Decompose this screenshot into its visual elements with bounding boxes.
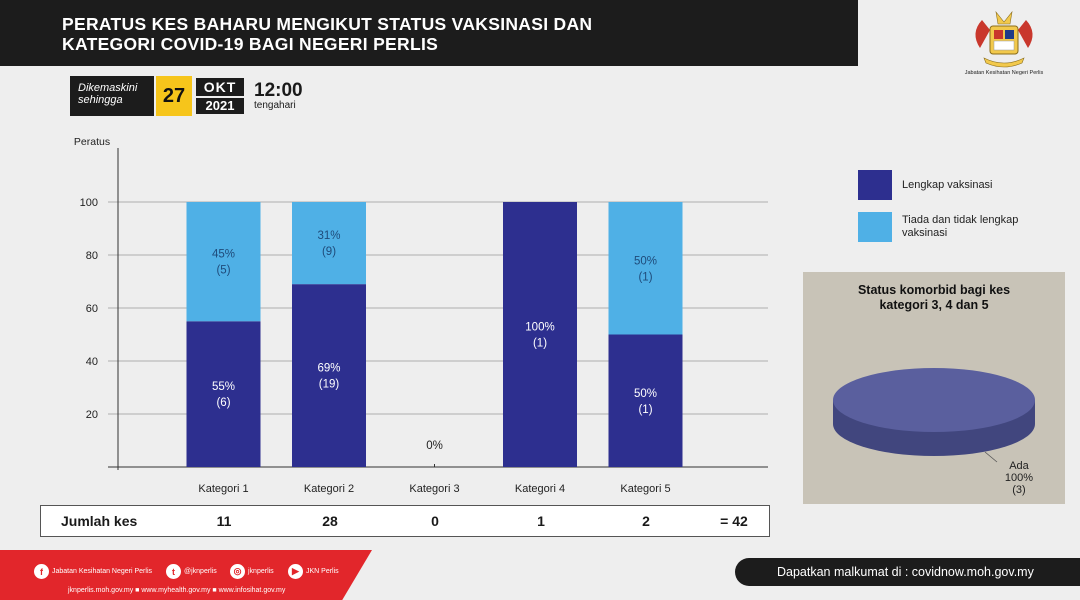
youtube-icon: ▶ [288, 564, 303, 579]
footer-info-link[interactable]: Dapatkan malkumat di : covidnow.moh.gov.… [735, 558, 1080, 586]
bar-incomplete-2 [292, 202, 366, 285]
footer-instagram[interactable]: ◎ jknperlis [230, 564, 274, 579]
page-title: PERATUS KES BAHARU MENGIKUT STATUS VAKSI… [62, 14, 592, 54]
update-date-box: Dikemaskini sehingga 27 OKT 2021 12:00 t… [70, 76, 303, 116]
legend-label-complete: Lengkap vaksinasi [902, 179, 993, 191]
pie-slice-label: Ada 100% (3) [1004, 460, 1034, 496]
chart-legend: Lengkap vaksinasi Tiada dan tidak lengka… [858, 170, 1058, 254]
data-label-0-4: 100% [525, 322, 554, 334]
data-label-1-5: 50% [634, 255, 657, 267]
data-count-0-4: (1) [533, 338, 547, 350]
update-time: 12:00 tengahari [254, 81, 303, 111]
legend-item-complete: Lengkap vaksinasi [858, 170, 1058, 200]
x-tick-label-5: Kategori 5 [620, 483, 670, 495]
updated-label: Dikemaskini sehingga [70, 76, 154, 116]
legend-label-incomplete: Tiada dan tidak lengkap vaksinasi [902, 214, 1019, 239]
x-tick-label-1: Kategori 1 [198, 483, 248, 495]
data-label-1-1: 45% [212, 249, 235, 261]
x-tick-label-4: Kategori 4 [515, 483, 565, 495]
data-count-1-1: (5) [216, 265, 230, 277]
bar-incomplete-1 [186, 202, 261, 322]
y-tick-label-40: 40 [86, 356, 98, 368]
y-tick-label-100: 100 [80, 197, 98, 209]
instagram-icon: ◎ [230, 564, 245, 579]
y-tick-label-60: 60 [86, 303, 98, 315]
data-count-1-2: (9) [322, 246, 336, 258]
footer-youtube[interactable]: ▶ JKN Perlis [288, 564, 339, 579]
stacked-bar-chart: 20 40 60 80 100 Peratus Kategori 1 55% (6) 45% (5)… [74, 136, 768, 495]
total-sum: = 42 [720, 513, 748, 529]
data-label-0-5: 50% [634, 388, 657, 400]
bar-complete-5 [608, 334, 683, 467]
x-tick-label-3: Kategori 3 [409, 483, 459, 495]
y-axis-label: Peratus [74, 136, 110, 148]
bar-incomplete-5 [608, 202, 683, 335]
bar-complete-1 [186, 321, 261, 467]
total-kategori-3: 0 [431, 513, 439, 529]
bar-complete-2 [292, 284, 366, 467]
legend-swatch-complete [858, 170, 892, 200]
update-time-suffix: tengahari [254, 100, 296, 111]
pie-leader-line [984, 451, 998, 463]
footer-social-bar: f Jabatan Kesihatan Negeri Perlis t @jkn… [0, 550, 372, 600]
pie-slice-ada [833, 368, 1035, 432]
data-count-0-5: (1) [638, 404, 652, 416]
title-banner [0, 0, 858, 66]
footer-websites: jknperlis.moh.gov.my ■ www.myhealth.gov.… [68, 587, 286, 594]
facebook-icon: f [34, 564, 49, 579]
total-label: Jumlah kes [61, 513, 138, 529]
data-count-0-1: (6) [216, 397, 230, 409]
total-kategori-2: 28 [322, 513, 338, 529]
data-count-1-5: (1) [638, 271, 652, 283]
title-line-1: PERATUS KES BAHARU MENGIKUT STATUS VAKSI… [62, 14, 593, 34]
update-month-year: OKT 2021 [196, 76, 244, 116]
total-cases-row: Jumlah kes 11 28 0 1 2 = 42 [40, 505, 770, 537]
title-line-2: KATEGORI COVID-19 BAGI NEGERI PERLIS [62, 34, 439, 54]
update-month: OKT [196, 78, 244, 96]
emblem-caption: Jabatan Kesihatan Negeri Perlis [964, 70, 1044, 76]
y-tick-label-20: 20 [86, 409, 98, 421]
total-kategori-5: 2 [642, 513, 650, 529]
state-emblem-icon [975, 10, 1033, 68]
comorbid-title: Status komorbid bagi kes kategori 3, 4 d… [857, 283, 1011, 312]
legend-swatch-incomplete [858, 212, 892, 242]
comorbid-panel: Status komorbid bagi kes kategori 3, 4 d… [803, 272, 1065, 504]
total-kategori-1: 11 [216, 513, 232, 529]
total-kategori-4: 1 [537, 513, 545, 529]
update-day: 27 [156, 76, 192, 116]
update-year: 2021 [196, 98, 244, 114]
bar-complete-4 [503, 202, 577, 467]
update-time-value: 12:00 [254, 80, 303, 101]
data-label-1-2: 31% [317, 230, 340, 242]
legend-item-incomplete: Tiada dan tidak lengkap vaksinasi [858, 212, 1058, 242]
data-label-0-1: 55% [212, 381, 235, 393]
data-count-0-2: (19) [319, 379, 340, 391]
zero-label-3: 0% [426, 440, 443, 452]
footer-twitter[interactable]: t @jknperlis [166, 564, 217, 579]
x-tick-label-2: Kategori 2 [304, 483, 354, 495]
footer-facebook[interactable]: f Jabatan Kesihatan Negeri Perlis [34, 564, 152, 579]
y-tick-label-80: 80 [86, 250, 98, 262]
data-label-0-2: 69% [317, 363, 340, 375]
comorbid-pie-chart [833, 368, 1035, 463]
twitter-icon: t [166, 564, 181, 579]
